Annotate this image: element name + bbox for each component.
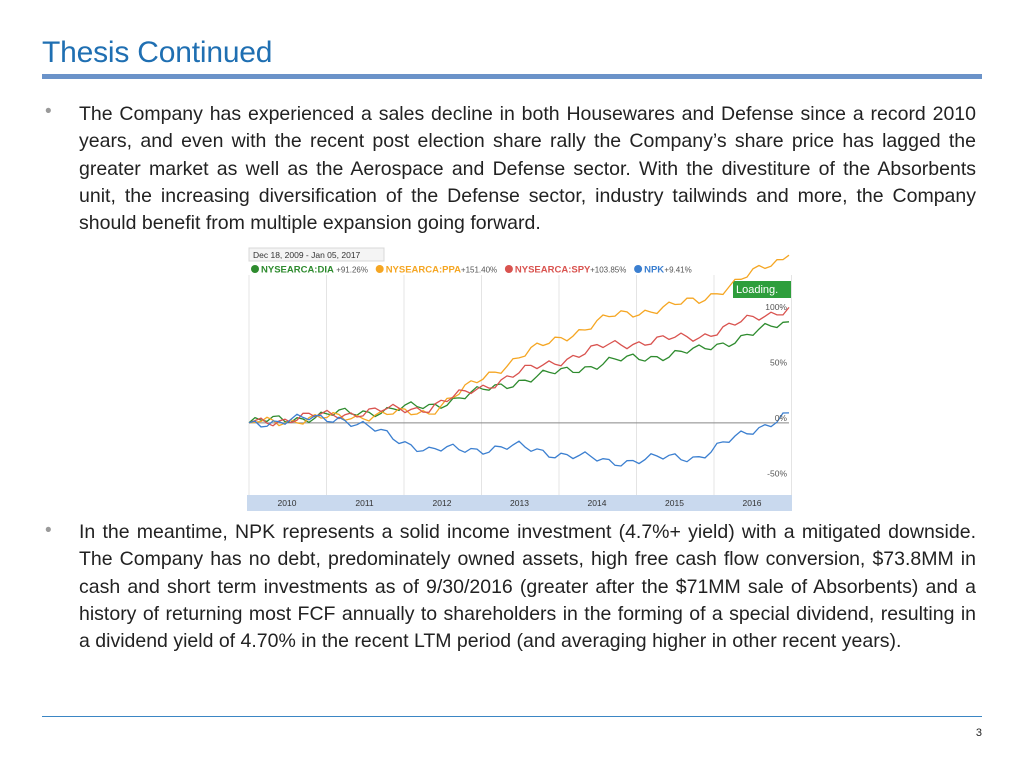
y-tick-label: -50% xyxy=(767,468,787,478)
title-divider xyxy=(42,74,982,79)
x-tick-label: 2011 xyxy=(355,498,374,508)
x-tick-label: 2012 xyxy=(433,498,452,508)
legend-series-change: +151.40% xyxy=(461,266,497,275)
stock-comparison-chart: Dec 18, 2009 - Jan 05, 2017 NYSEARCA:DIA… xyxy=(247,245,794,512)
loading-status-label: Loading. xyxy=(736,284,778,296)
date-range-label: Dec 18, 2009 - Jan 05, 2017 xyxy=(253,250,361,260)
chart-series-lines xyxy=(248,254,790,467)
legend-dot xyxy=(251,265,259,273)
y-axis-ticks: 100% 50% 0% -50% xyxy=(765,302,787,479)
bullet-paragraph-income-investment: In the meantime, NPK represents a solid … xyxy=(79,521,976,653)
x-axis-ticks: 2010 2011 2012 2013 2014 2015 2016 xyxy=(278,498,762,508)
legend-series-change: +9.41% xyxy=(664,266,691,275)
legend-series-name: NYSEARCA:DIA xyxy=(261,265,334,276)
x-tick-label: 2013 xyxy=(510,498,529,508)
y-tick-label: 0% xyxy=(775,413,788,423)
chart-canvas: Dec 18, 2009 - Jan 05, 2017 NYSEARCA:DIA… xyxy=(247,245,794,512)
chart-legend: NYSEARCA:DIA +91.26% NYSEARCA:PPA +151.40% N… xyxy=(251,265,692,276)
date-range-box xyxy=(248,247,385,262)
y-tick-label: 50% xyxy=(770,357,787,367)
legend-series-name: NYSEARCA:SPY xyxy=(515,265,591,276)
legend-series-name: NYSEARCA:PPA xyxy=(386,265,461,276)
x-tick-label: 2014 xyxy=(588,498,607,508)
legend-dot xyxy=(634,265,643,273)
y-tick-label: 100% xyxy=(765,302,787,312)
x-tick-label: 2016 xyxy=(743,498,762,508)
x-tick-label: 2010 xyxy=(278,498,297,508)
legend-series-change: +103.85% xyxy=(590,266,626,275)
series-line-nysearca-dia xyxy=(248,321,790,424)
x-axis-band xyxy=(247,495,792,511)
series-line-npk xyxy=(248,412,790,467)
page-number: 3 xyxy=(975,727,982,739)
x-tick-label: 2015 xyxy=(665,498,684,508)
footer-divider xyxy=(42,716,982,717)
legend-series-name: NPK xyxy=(644,265,664,276)
legend-dot xyxy=(504,265,513,273)
bullet-paragraph-sales-decline: The Company has experienced a sales decl… xyxy=(79,103,976,235)
chart-background xyxy=(247,245,794,512)
bullet-marker: • xyxy=(45,101,52,122)
slide-title: Thesis Continued xyxy=(42,36,273,69)
loading-badge xyxy=(733,281,791,298)
legend-series-change: +91.26% xyxy=(336,266,368,275)
series-line-nysearca-spy xyxy=(248,306,790,427)
legend-dot xyxy=(375,265,384,273)
bullet-marker: • xyxy=(45,520,52,541)
chart-grid xyxy=(248,275,792,495)
series-line-nysearca-ppa xyxy=(248,254,790,427)
